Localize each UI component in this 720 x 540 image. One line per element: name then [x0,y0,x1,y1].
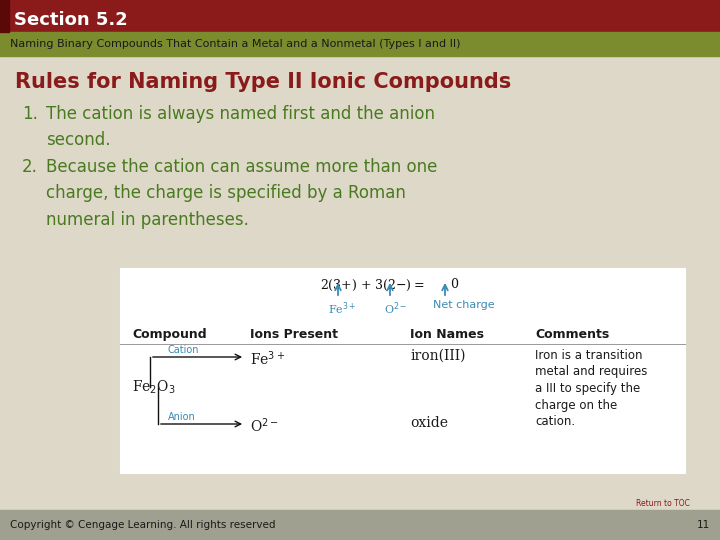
Text: Return to TOC: Return to TOC [636,499,690,508]
Bar [120,268,685,473]
Text: iron(III): iron(III) [410,349,466,363]
Bar [0,0,9,32]
Text: Anion: Anion [168,412,196,422]
Text: The cation is always named first and the anion
second.: The cation is always named first and the… [46,105,435,150]
Text: Iron is a transition
metal and requires
a III to specify the
charge on the
catio: Iron is a transition metal and requires … [535,349,647,428]
Text: Section 5.2: Section 5.2 [14,11,127,29]
Text: Ion Names: Ion Names [410,328,484,341]
Text: Because the cation can assume more than one
charge, the charge is specified by a: Because the cation can assume more than … [46,158,437,229]
Text: Fe$^{3+}$: Fe$^{3+}$ [250,349,285,368]
Text: Comments: Comments [535,328,609,341]
Text: 1.: 1. [22,105,38,123]
Text: Fe$_2$O$_3$: Fe$_2$O$_3$ [132,379,176,396]
Text: 2.: 2. [22,158,38,176]
Bar [0,32,720,56]
Text: Naming Binary Compounds That Contain a Metal and a Nonmetal (Types I and II): Naming Binary Compounds That Contain a M… [10,39,461,49]
Text: O$^{2-}$: O$^{2-}$ [384,300,408,316]
Bar [0,0,720,32]
Bar [0,56,720,518]
Text: Fe$^{3+}$: Fe$^{3+}$ [328,300,356,316]
Text: Copyright © Cengage Learning. All rights reserved: Copyright © Cengage Learning. All rights… [10,520,276,530]
Text: Cation: Cation [168,345,199,355]
Text: O$^{2-}$: O$^{2-}$ [250,416,279,435]
Text: 0: 0 [450,278,458,291]
Text: Net charge: Net charge [433,300,495,310]
Text: Compound: Compound [132,328,207,341]
Text: Ions Present: Ions Present [250,328,338,341]
Text: 11: 11 [697,520,710,530]
Text: 2(3+) + 3(2$-$)$=$: 2(3+) + 3(2$-$)$=$ [320,278,424,293]
Bar [0,510,720,540]
Text: oxide: oxide [410,416,448,430]
Text: Rules for Naming Type II Ionic Compounds: Rules for Naming Type II Ionic Compounds [15,72,511,92]
